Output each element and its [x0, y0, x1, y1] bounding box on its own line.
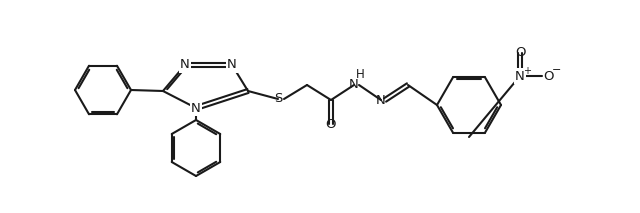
Text: O: O: [543, 69, 553, 82]
Text: N: N: [227, 59, 237, 72]
Text: N: N: [515, 69, 525, 82]
Text: +: +: [523, 66, 531, 76]
Text: H: H: [356, 69, 364, 82]
Text: −: −: [552, 65, 562, 75]
Text: N: N: [180, 59, 190, 72]
Text: N: N: [349, 79, 359, 92]
Text: S: S: [274, 92, 282, 105]
Text: O: O: [326, 118, 336, 131]
Text: N: N: [376, 94, 386, 106]
Text: N: N: [191, 102, 201, 115]
Text: O: O: [515, 46, 525, 59]
